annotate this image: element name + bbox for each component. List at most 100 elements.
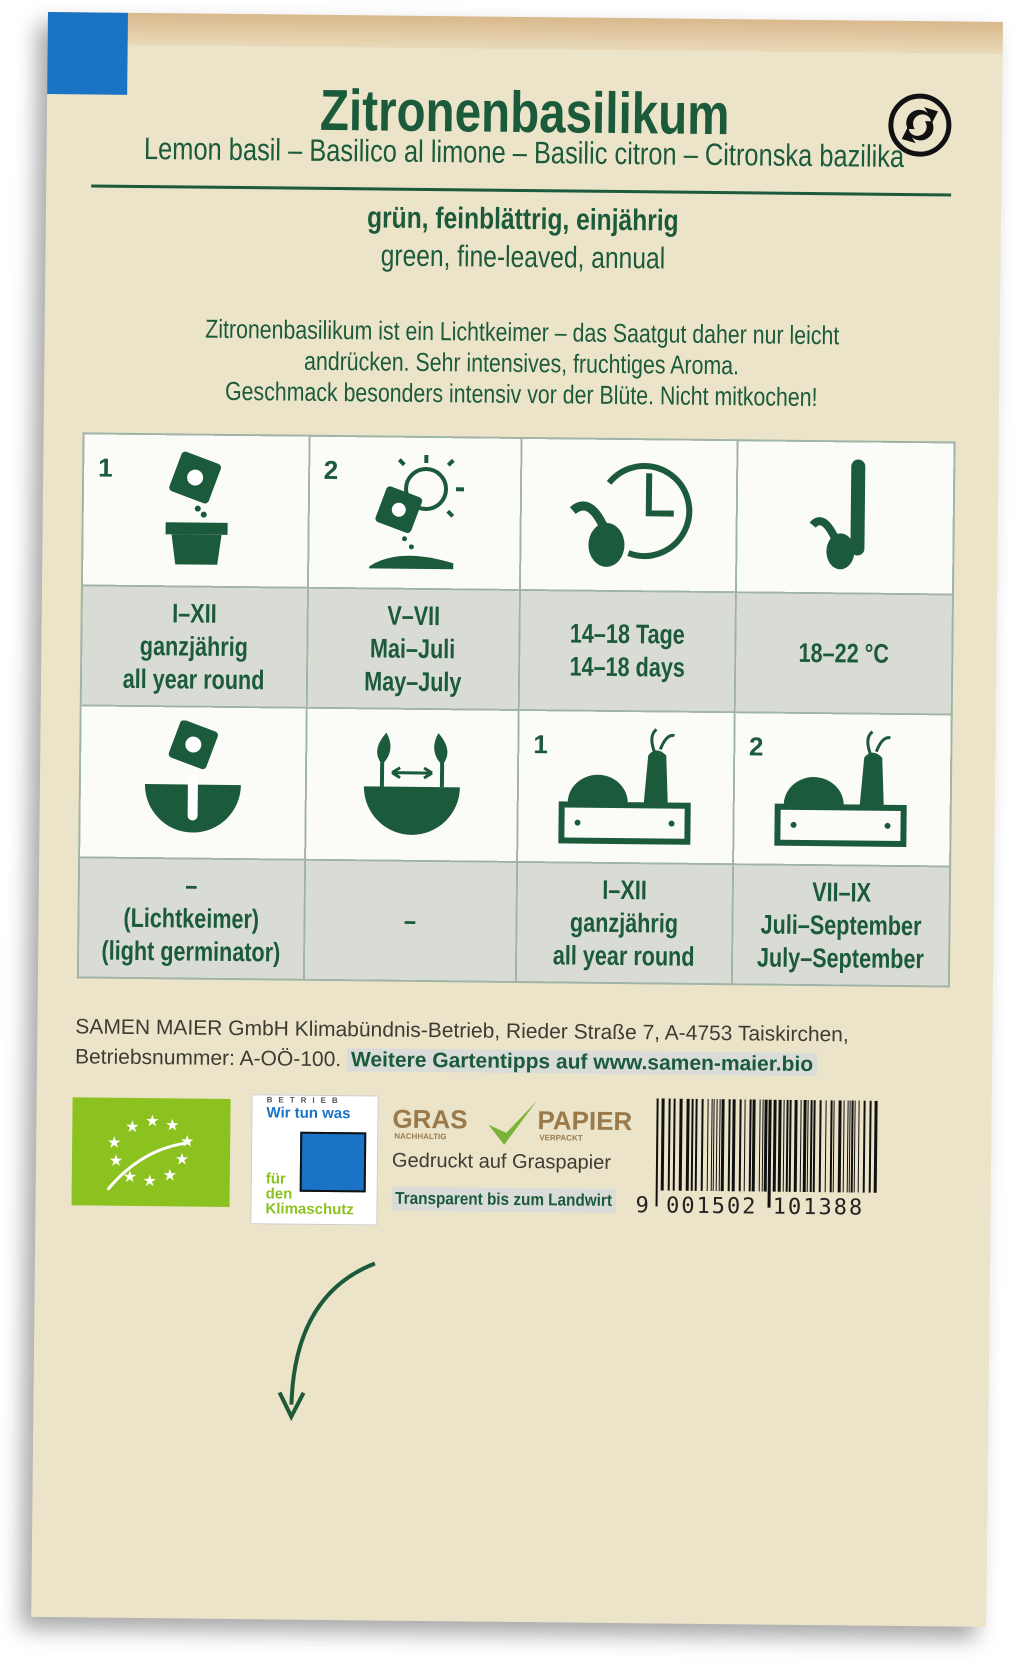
barcode-bar — [743, 1099, 746, 1192]
barcode-bar — [793, 1099, 798, 1192]
barcode-bar — [806, 1100, 809, 1193]
barcode-bar — [738, 1099, 742, 1192]
harvest-1-period: I–XII ganzjährig all year round — [515, 861, 733, 985]
svg-text:★: ★ — [145, 1113, 160, 1130]
germination-time-clock-icon — [569, 462, 693, 567]
barcode-bar — [685, 1098, 690, 1191]
svg-text:★: ★ — [123, 1169, 138, 1186]
curved-arrow-icon — [277, 1261, 376, 1422]
barcode-bar — [694, 1098, 698, 1191]
barcode-bar — [850, 1100, 854, 1193]
germination-temperature-cell — [735, 440, 955, 595]
sowing-pot-icon — [165, 451, 228, 565]
svg-text:★: ★ — [163, 1167, 178, 1184]
barcode-bar — [712, 1099, 715, 1192]
properties-de: grün, feinblättrig, einjährig — [367, 201, 680, 238]
barcode-bar — [812, 1100, 816, 1193]
sowing-outdoor-period: V–VII Mai–Juli May–July — [306, 587, 521, 710]
svg-text:★: ★ — [175, 1151, 190, 1168]
barcode-bar — [809, 1100, 813, 1193]
germination-temperature: 18–22 °C — [734, 592, 953, 715]
svg-text:★: ★ — [107, 1135, 122, 1152]
harvest-crate-icon — [774, 729, 908, 847]
plant-spacing-value: – — [303, 859, 518, 982]
barcode-bar — [837, 1100, 842, 1193]
harvest-2-period: VII–IX Juli–September July–September — [731, 864, 951, 987]
harvest-2-cell: 2 — [732, 712, 952, 867]
barcode-bar — [873, 1100, 878, 1193]
barcode-bar — [672, 1098, 676, 1191]
barcode-bar — [706, 1098, 709, 1191]
barcode-bar — [678, 1098, 683, 1191]
sowing-indoor-cell: 1 — [81, 433, 310, 588]
barcode-bar — [772, 1099, 777, 1192]
svg-text:★: ★ — [165, 1117, 180, 1134]
barcode-bar — [715, 1099, 718, 1192]
barcode-bar — [660, 1098, 665, 1191]
harvest-1-cell: 1 — [517, 709, 735, 865]
seed-packet-back: Zitronenbasilikum Lemon basil – Basilico… — [31, 12, 1003, 1627]
germination-temperature-thermometer-icon — [809, 459, 866, 569]
barcode-bar — [824, 1100, 827, 1193]
barcode-bar — [788, 1099, 792, 1192]
barcode-bar — [767, 1099, 772, 1208]
barcode — [655, 1098, 878, 1208]
barcode-bar — [763, 1099, 768, 1192]
website-tips: Weitere Gartentipps auf www.samen-maier.… — [346, 1048, 818, 1077]
barcode-bar — [818, 1100, 822, 1193]
barcode-bar — [751, 1099, 756, 1192]
barcode-bar — [667, 1098, 671, 1191]
barcode-bar — [761, 1099, 764, 1192]
barcode-bar — [785, 1099, 789, 1192]
barcode-bar — [720, 1099, 725, 1192]
barcode-bar — [799, 1099, 802, 1192]
graspapier-logo: GRAS NACHHALTIG PAPIER VERPACKT Gedruckt… — [391, 1098, 637, 1214]
top-strip — [47, 12, 1003, 54]
sowing-depth-icon — [144, 719, 241, 833]
barcode-bar — [710, 1099, 713, 1192]
barcode-bar — [848, 1100, 851, 1193]
svg-text:★: ★ — [109, 1153, 124, 1170]
sowing-depth-value: – (Lichtkeimer) (light germinator) — [77, 857, 305, 980]
sowing-indoor-period: I–XII ganzjährig all year round — [80, 585, 308, 708]
barcode-bar — [832, 1100, 835, 1193]
barcode-number: 9 001502 101388 — [635, 1193, 865, 1221]
divider — [91, 184, 952, 197]
barcode-bar — [777, 1099, 782, 1192]
barcode-bar — [853, 1100, 856, 1193]
barcode-bar — [802, 1099, 807, 1192]
operator-number: Betriebsnummer: A-OÖ-100. — [74, 1045, 342, 1072]
plant-spacing-icon — [363, 732, 460, 835]
transparent-tagline: Transparent bis zum Landwirt — [391, 1186, 616, 1214]
harvest-crate-icon — [558, 727, 691, 845]
barcode-bar — [782, 1099, 785, 1192]
barcode-bar — [700, 1098, 704, 1191]
sowing-depth-cell — [79, 705, 307, 860]
company-info: SAMEN MAIER GmbH Klimabündnis-Betrieb, R… — [75, 1012, 849, 1080]
barcode-bar — [718, 1099, 721, 1192]
barcode-bar — [727, 1099, 731, 1192]
germination-time: 14–18 Tage 14–18 days — [518, 589, 736, 713]
barcode-bar — [690, 1098, 694, 1191]
eu-organic-logo: ★ ★ ★ ★ ★ ★ ★ ★ ★ ★ — [71, 1097, 231, 1207]
properties-en: green, fine-leaved, annual — [380, 239, 666, 276]
barcode-bar — [758, 1099, 761, 1192]
barcode-bar — [862, 1100, 866, 1193]
eu-leaf-stars-icon: ★ ★ ★★★★★★★★ — [106, 1113, 194, 1191]
checkmark-icon — [488, 1101, 537, 1145]
barcode-bar — [748, 1099, 752, 1192]
svg-text:★: ★ — [142, 1173, 157, 1190]
address: SAMEN MAIER GmbH Klimabündnis-Betrieb, R… — [75, 1015, 849, 1047]
germination-time-cell — [520, 437, 738, 593]
cultivation-grid: 1 2 I–XII ganzjährig all year round V–VII M… — [77, 432, 956, 987]
plant-spacing-cell — [304, 707, 519, 862]
green-dot-recycle-icon — [888, 93, 952, 157]
barcode-bar — [829, 1100, 833, 1193]
klimabuendnis-logo: BETRIEB Wir tun was für den Klimaschutz — [250, 1094, 379, 1226]
barcode-bar — [842, 1100, 845, 1193]
barcode-bar — [655, 1098, 659, 1207]
sowing-outdoor-sun-icon — [368, 454, 464, 569]
barcode-bar — [846, 1100, 849, 1193]
barcode-bar — [731, 1099, 736, 1192]
sowing-outdoor-cell: 2 — [307, 435, 522, 590]
